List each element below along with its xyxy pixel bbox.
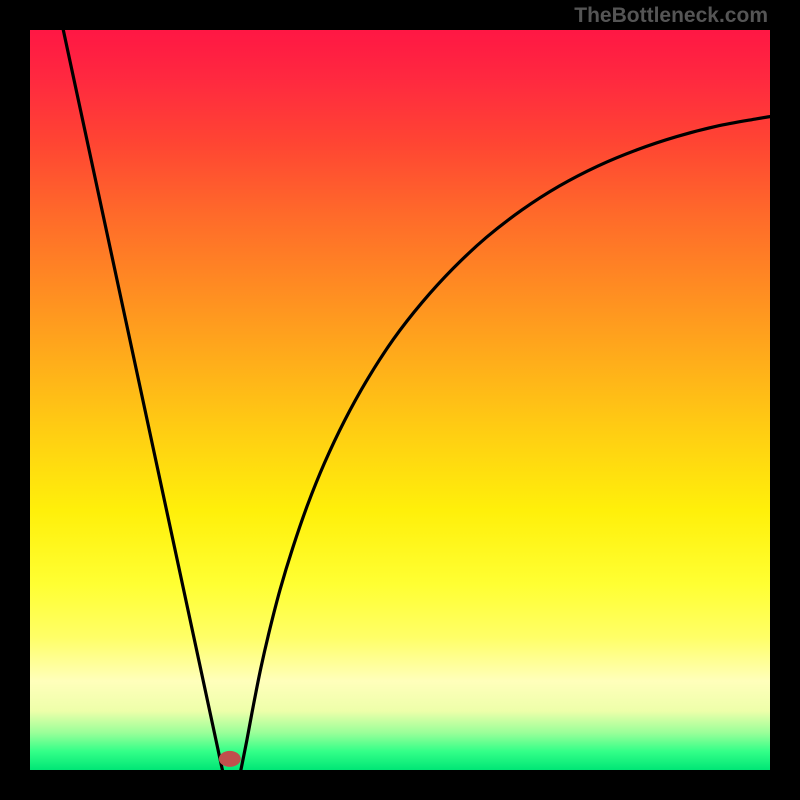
bottleneck-curve-left [63,30,222,770]
chart-container: TheBottleneck.com [0,0,800,800]
curve-layer [30,30,770,770]
bottleneck-curve-right [241,117,770,770]
plot-area [30,30,770,770]
watermark-text: TheBottleneck.com [574,4,768,28]
sweet-spot-marker [219,751,241,767]
